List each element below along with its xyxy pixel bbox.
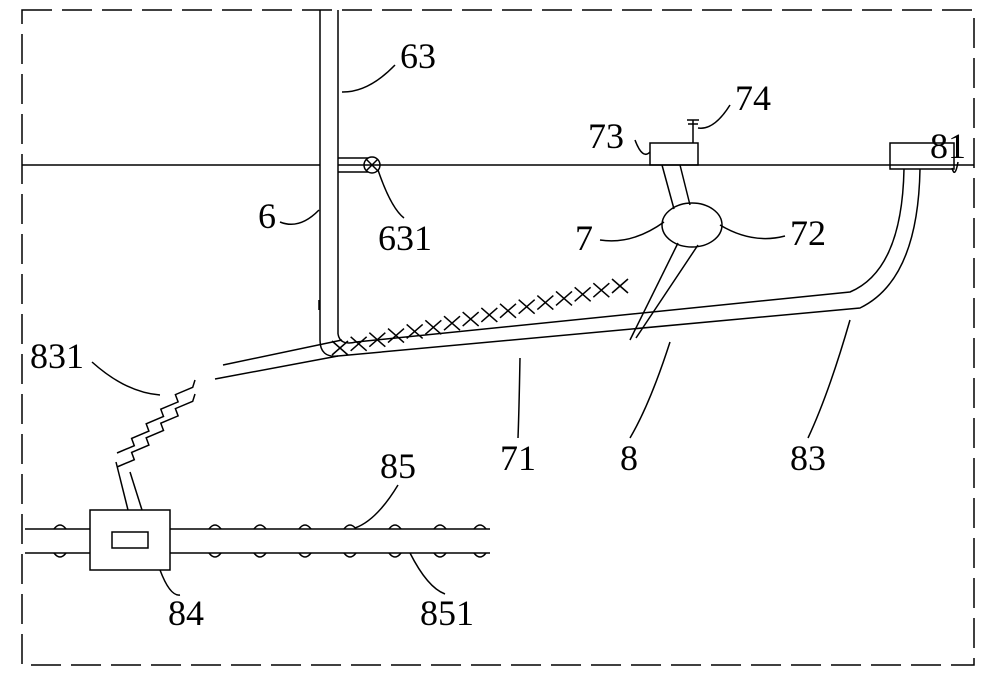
label-81: 81: [930, 126, 966, 166]
label-72: 72: [790, 213, 826, 253]
label-6: 6: [258, 196, 276, 236]
label-7: 7: [575, 218, 593, 258]
label-83: 83: [790, 438, 826, 478]
label-831: 831: [30, 336, 84, 376]
label-73: 73: [588, 116, 624, 156]
label-63: 63: [400, 36, 436, 76]
label-631: 631: [378, 218, 432, 258]
label-84: 84: [168, 593, 204, 633]
diagram-svg: 63 74 73 81 6 631 7 72 831 85 71 8 83 84 851: [0, 0, 1000, 690]
figure-canvas: { "figure": { "canvas": { "width": 1000,…: [0, 0, 1000, 690]
label-74: 74: [735, 78, 771, 118]
label-851: 851: [420, 593, 474, 633]
label-8: 8: [620, 438, 638, 478]
label-71: 71: [500, 438, 536, 478]
label-85: 85: [380, 446, 416, 486]
